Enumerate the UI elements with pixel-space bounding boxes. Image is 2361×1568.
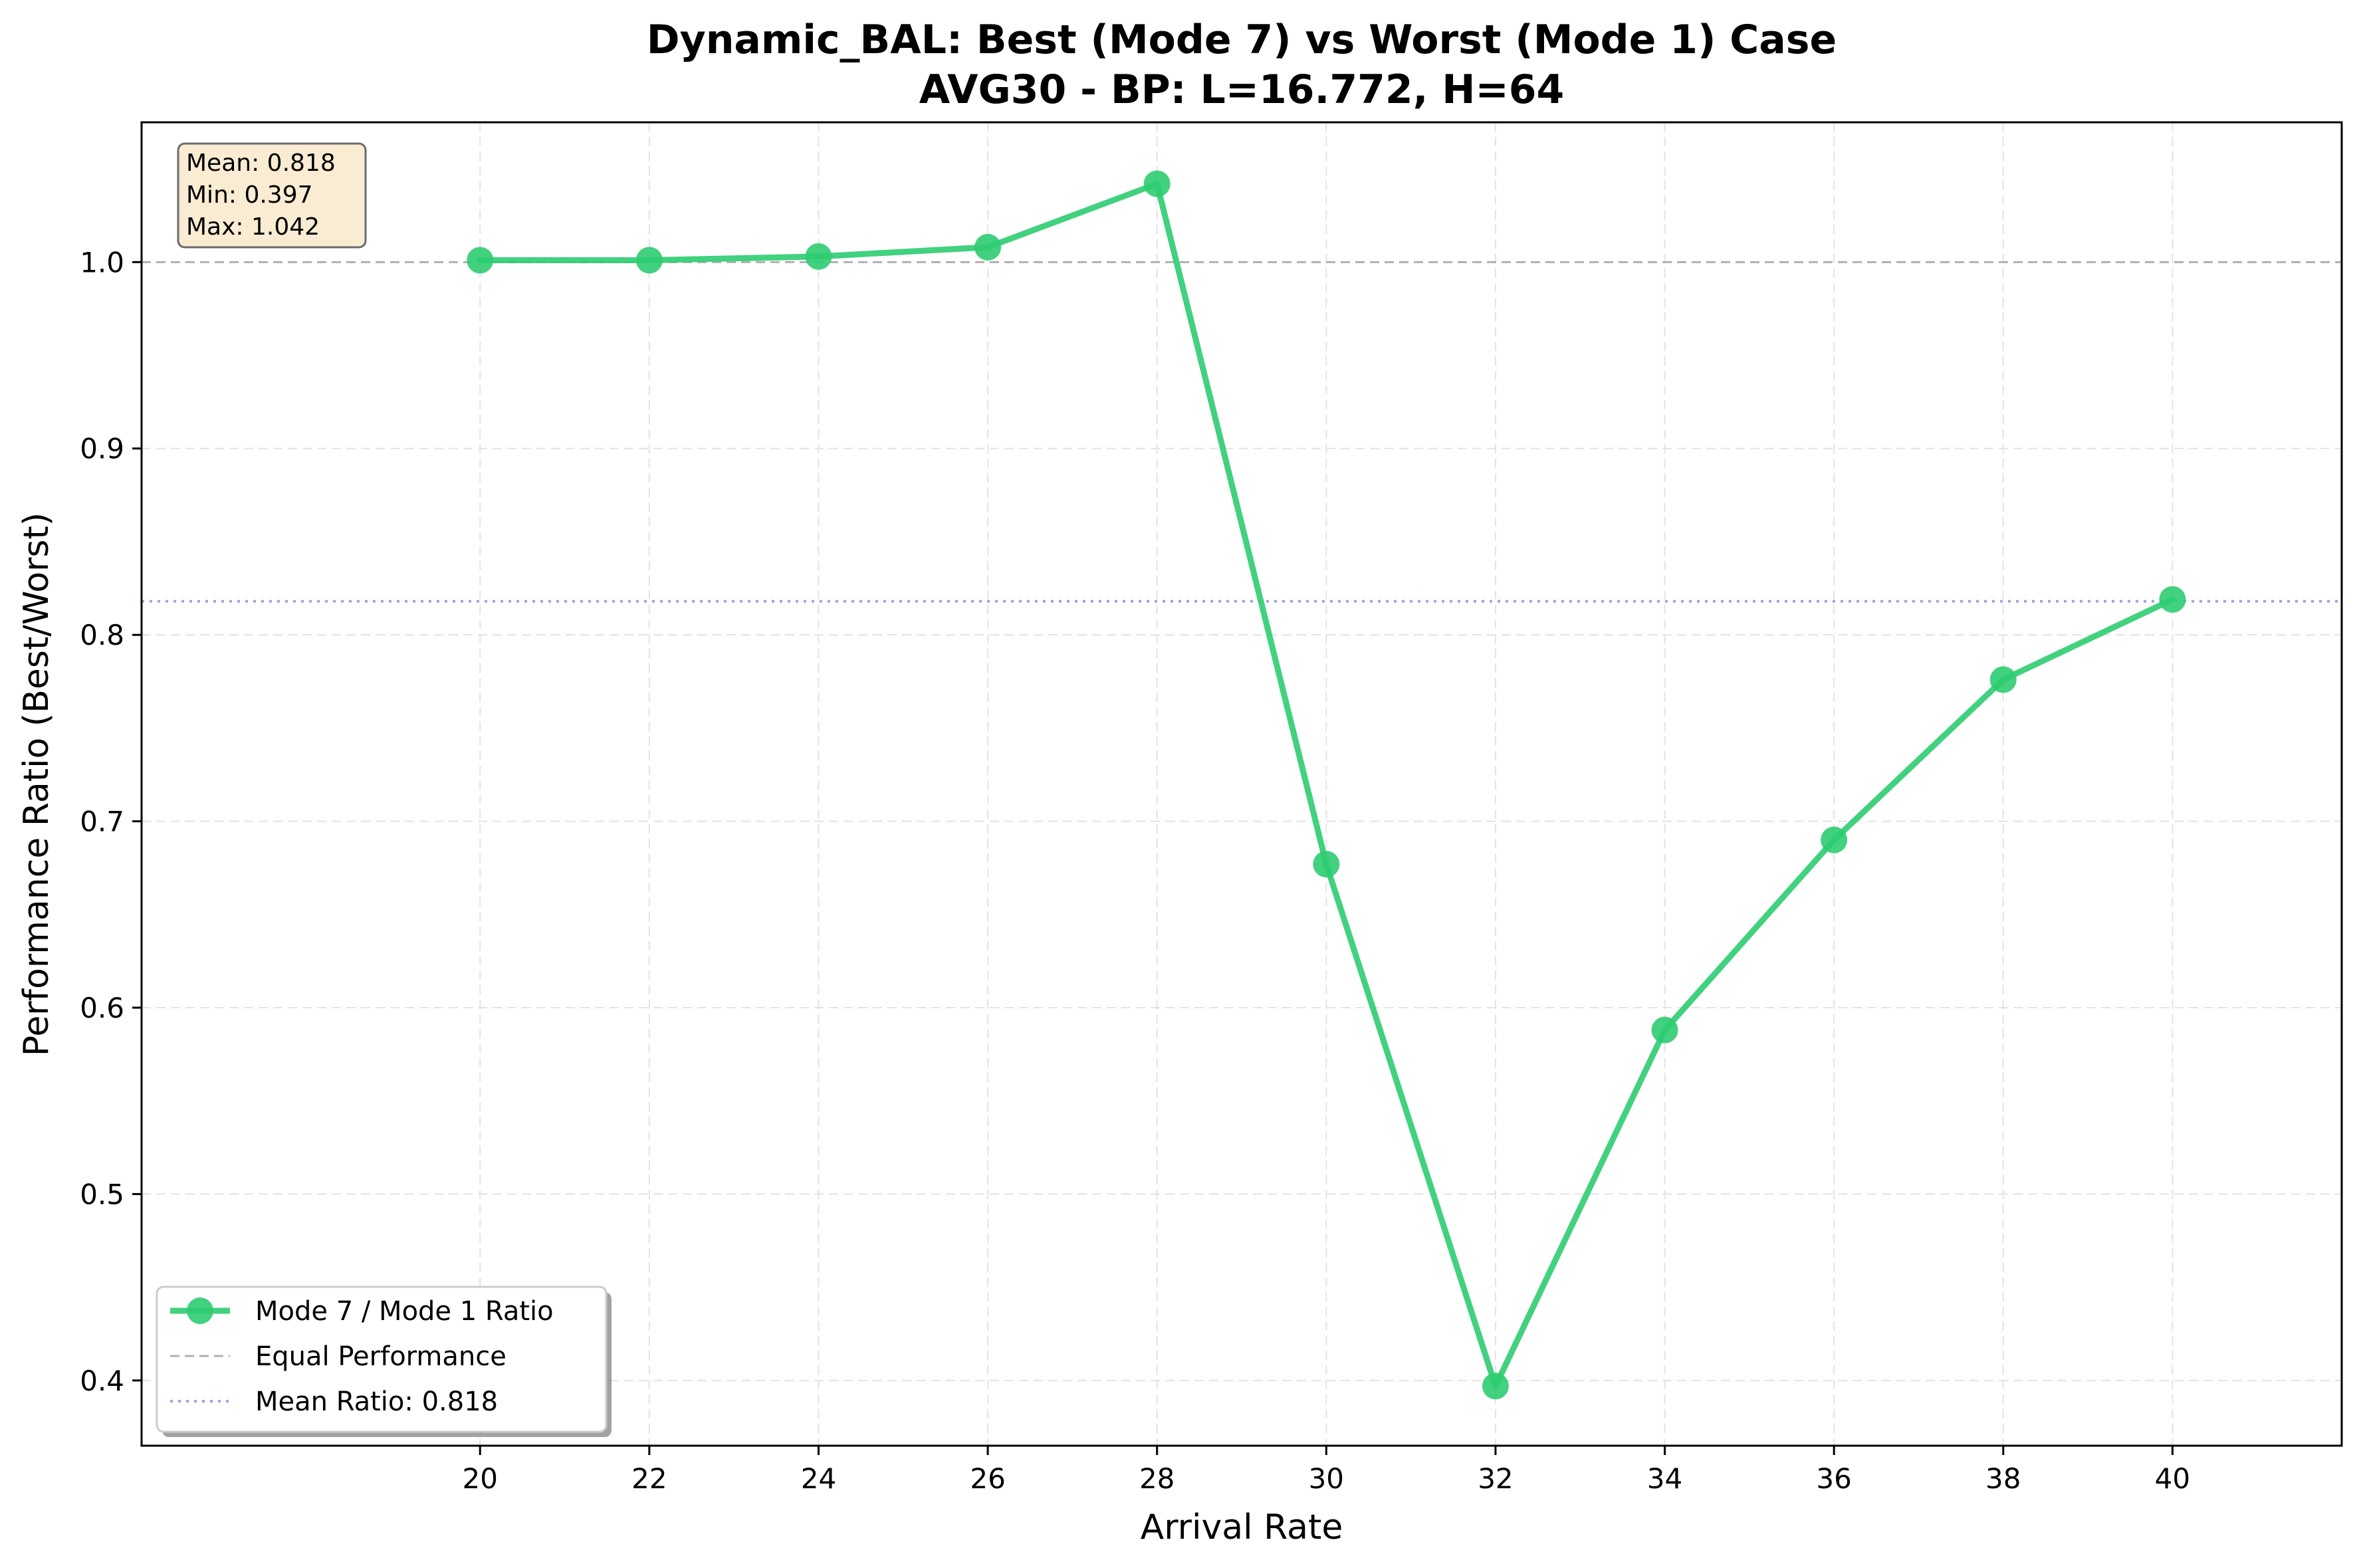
y-tick-label: 0.5: [80, 1178, 124, 1210]
y-tick-label: 1.0: [80, 246, 124, 279]
data-point: [1651, 1016, 1678, 1044]
x-tick-label: 24: [801, 1462, 836, 1495]
stats-mean: Mean: 0.818: [186, 150, 336, 177]
y-tick-label: 0.8: [80, 619, 124, 651]
x-tick-label: 38: [1985, 1462, 2021, 1495]
y-tick-label: 0.9: [80, 433, 124, 465]
data-point: [1482, 1373, 1509, 1400]
data-point: [467, 247, 494, 274]
legend-swatch-series-marker: [187, 1297, 213, 1324]
x-tick-label: 30: [1309, 1462, 1344, 1495]
series: [467, 170, 2186, 1400]
data-point: [805, 243, 832, 270]
x-tick-label: 34: [1647, 1462, 1682, 1495]
data-point: [1313, 851, 1340, 878]
data-point: [1821, 826, 1848, 853]
x-tick-label: 36: [1816, 1462, 1851, 1495]
stats-box: Mean: 0.818 Min: 0.397 Max: 1.042: [177, 142, 367, 249]
x-axis-label: Arrival Rate: [1141, 1508, 1343, 1547]
x-tick-label: 20: [463, 1462, 498, 1495]
data-point: [635, 247, 663, 274]
stats-min: Min: 0.397: [186, 181, 313, 209]
legend-entry-mean: Mean Ratio: 0.818: [255, 1387, 498, 1417]
y-axis: 0.4 0.5 0.6 0.7 0.8 0.9 1.0: [80, 246, 142, 1397]
legend: Mode 7 / Mode 1 Ratio Equal Performance …: [156, 1286, 612, 1437]
y-tick-label: 0.4: [80, 1365, 124, 1397]
legend-entry-series: Mode 7 / Mode 1 Ratio: [255, 1296, 554, 1327]
plot-frame: [140, 121, 2343, 1447]
data-point: [1989, 666, 2017, 693]
chart-subtitle: AVG30 - BP: L=16.772, H=64: [919, 66, 1565, 113]
y-tick-label: 0.7: [80, 806, 124, 838]
x-tick-label: 22: [631, 1462, 667, 1495]
x-tick-label: 28: [1139, 1462, 1175, 1495]
data-point: [974, 233, 1002, 261]
y-tick-label: 0.6: [80, 992, 124, 1024]
x-tick-label: 32: [1478, 1462, 1513, 1495]
data-point: [2159, 586, 2186, 613]
chart-title: Dynamic_BAL: Best (Mode 7) vs Worst (Mod…: [647, 17, 1837, 63]
y-axis-label: Performance Ratio (Best/Worst): [17, 512, 56, 1056]
x-tick-label: 40: [2155, 1462, 2190, 1495]
grid: [142, 122, 2342, 1446]
stats-max: Max: 1.042: [186, 213, 320, 241]
x-axis: 20 22 24 26 28 30 32 34 36 38 40: [463, 1446, 2190, 1495]
legend-entry-equal: Equal Performance: [255, 1341, 506, 1372]
data-point: [1143, 170, 1171, 197]
x-tick-label: 26: [970, 1462, 1005, 1495]
